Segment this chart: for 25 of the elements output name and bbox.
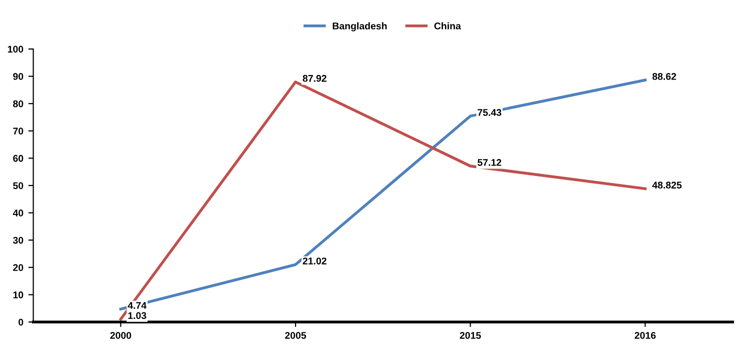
y-tick-label: 40	[12, 210, 24, 216]
legend-label: Bangladesh	[332, 22, 387, 32]
data-label: 48.825	[652, 182, 682, 189]
x-tick-label: 2000	[110, 332, 132, 339]
y-tick-label: 60	[13, 154, 24, 162]
legend-label: China	[434, 22, 462, 30]
data-label: 75.43	[478, 109, 502, 116]
y-tick-label: 100	[8, 46, 24, 53]
x-tick-label: 2005	[285, 332, 306, 339]
x-tick-label: 2016	[634, 332, 656, 339]
data-label: 21.02	[302, 258, 326, 264]
y-tick-label: 70	[13, 128, 24, 135]
data-label: 87.92	[302, 74, 326, 82]
data-label: 1.03	[128, 312, 146, 320]
data-label: 57.12	[478, 159, 502, 166]
y-tick-label: 0	[18, 318, 24, 326]
y-tick-label: 90	[13, 73, 24, 80]
x-tick-label: 2015	[460, 332, 481, 339]
data-label: 88.62	[652, 73, 676, 80]
y-tick-label: 50	[13, 182, 24, 190]
data-label: 4.74	[128, 302, 147, 309]
y-tick-label: 10	[13, 291, 24, 298]
y-tick-label: 80	[13, 100, 24, 108]
y-tick-label: 30	[12, 236, 24, 244]
y-tick-label: 20	[13, 264, 24, 272]
